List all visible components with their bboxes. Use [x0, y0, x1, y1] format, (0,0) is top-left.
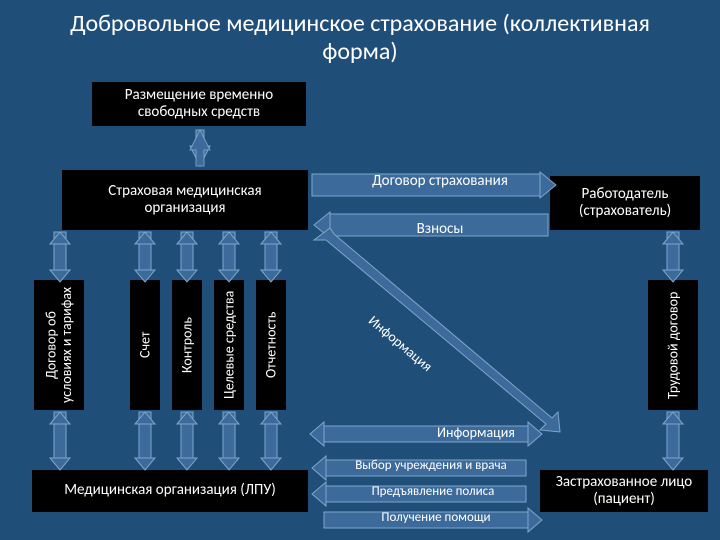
box-patient: Застрахованное лицо (пациент)	[540, 470, 708, 512]
box-lpu: Медицинская организация (ЛПУ)	[32, 470, 308, 512]
vlabel-contract-terms: Договор об условиях и тарифах	[34, 280, 84, 410]
arrow-info-diagonal	[314, 228, 560, 432]
label-insurance-contract: Договор страхования	[350, 172, 530, 190]
arrow-placement-insurer	[190, 130, 210, 166]
vlabel-invoice: Счет	[130, 280, 160, 410]
vlabel-labor-contract: Трудовой договор	[648, 280, 698, 410]
label-policy: Предъявление полиса	[348, 484, 518, 499]
label-help: Получение помощи	[356, 510, 516, 525]
label-premiums: Взносы	[390, 220, 490, 238]
label-choose: Выбор учреждения и врача	[336, 458, 526, 473]
box-placement: Размещение временно свободных средств	[92, 82, 306, 126]
vlabel-reporting: Отчетность	[256, 280, 286, 410]
vlabel-control: Контроль	[172, 280, 202, 410]
page-title: Добровольное медицинское страхование (ко…	[0, 0, 720, 69]
box-insurer: Страховая медицинская организация	[62, 170, 308, 230]
label-info-diagonal: Информация	[365, 312, 436, 375]
arrow-vlabel-1	[50, 236, 70, 280]
label-info-h: Информация	[426, 424, 526, 441]
box-employer: Работодатель (страхователь)	[550, 176, 700, 230]
arrow-vlabel-col	[50, 232, 70, 280]
vlabel-target-funds: Целевые средства	[214, 280, 244, 410]
